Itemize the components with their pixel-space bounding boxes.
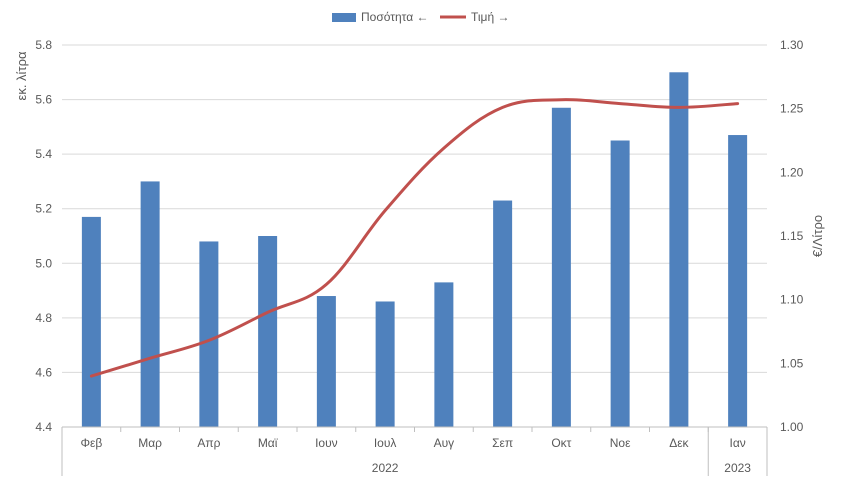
y2-axis-title: €/Λίτρο <box>810 215 825 257</box>
y2-tick-label: 1.10 <box>780 293 804 307</box>
y-axis-title: εκ. λίτρα <box>14 51 29 100</box>
x-tick-label: Φεβ <box>80 436 102 450</box>
legend-swatch-bar[interactable] <box>332 13 356 22</box>
bar <box>316 296 336 427</box>
legend-label[interactable]: Ποσότητα ← <box>361 10 429 24</box>
bar <box>375 301 395 427</box>
bar <box>140 181 160 427</box>
y2-tick-label: 1.25 <box>780 102 804 116</box>
x-tick-label: Ιαν <box>729 436 745 450</box>
x-tick-label: Σεπ <box>492 436 513 450</box>
year-group-label: 2022 <box>372 461 399 475</box>
y2-tick-label: 1.00 <box>780 420 804 434</box>
x-tick-label: Δεκ <box>669 436 689 450</box>
y-tick-label: 5.0 <box>35 256 52 270</box>
y2-tick-label: 1.20 <box>780 165 804 179</box>
x-tick-label: Ιουν <box>315 436 338 450</box>
legend-label[interactable]: Τιμή → <box>471 10 509 24</box>
x-tick-label: Οκτ <box>551 436 571 450</box>
y-tick-label: 5.4 <box>35 147 52 161</box>
y-tick-label: 5.6 <box>35 93 52 107</box>
x-tick-label: Μαρ <box>138 436 162 450</box>
bar <box>199 241 219 427</box>
y-tick-label: 4.6 <box>35 365 52 379</box>
bar <box>610 140 630 427</box>
x-tick-label: Απρ <box>197 436 220 450</box>
x-tick-label: Ιουλ <box>374 436 397 450</box>
y-tick-label: 4.8 <box>35 311 52 325</box>
y-tick-label: 4.4 <box>35 420 52 434</box>
y-tick-label: 5.2 <box>35 202 52 216</box>
bar <box>551 107 571 427</box>
y2-tick-label: 1.05 <box>780 356 804 370</box>
bar <box>493 200 513 427</box>
bar <box>258 236 278 427</box>
y2-tick-label: 1.15 <box>780 229 804 243</box>
x-tick-label: Μαϊ <box>258 436 278 450</box>
y-tick-label: 5.8 <box>35 38 52 52</box>
x-tick-label: Αυγ <box>434 436 455 450</box>
bar <box>728 135 748 428</box>
bar <box>669 72 689 428</box>
bar <box>81 216 101 427</box>
year-group-label: 2023 <box>724 461 751 475</box>
price-line <box>89 98 740 378</box>
bar <box>434 282 454 427</box>
x-tick-label: Νοε <box>610 436 631 450</box>
y2-tick-label: 1.30 <box>780 38 804 52</box>
